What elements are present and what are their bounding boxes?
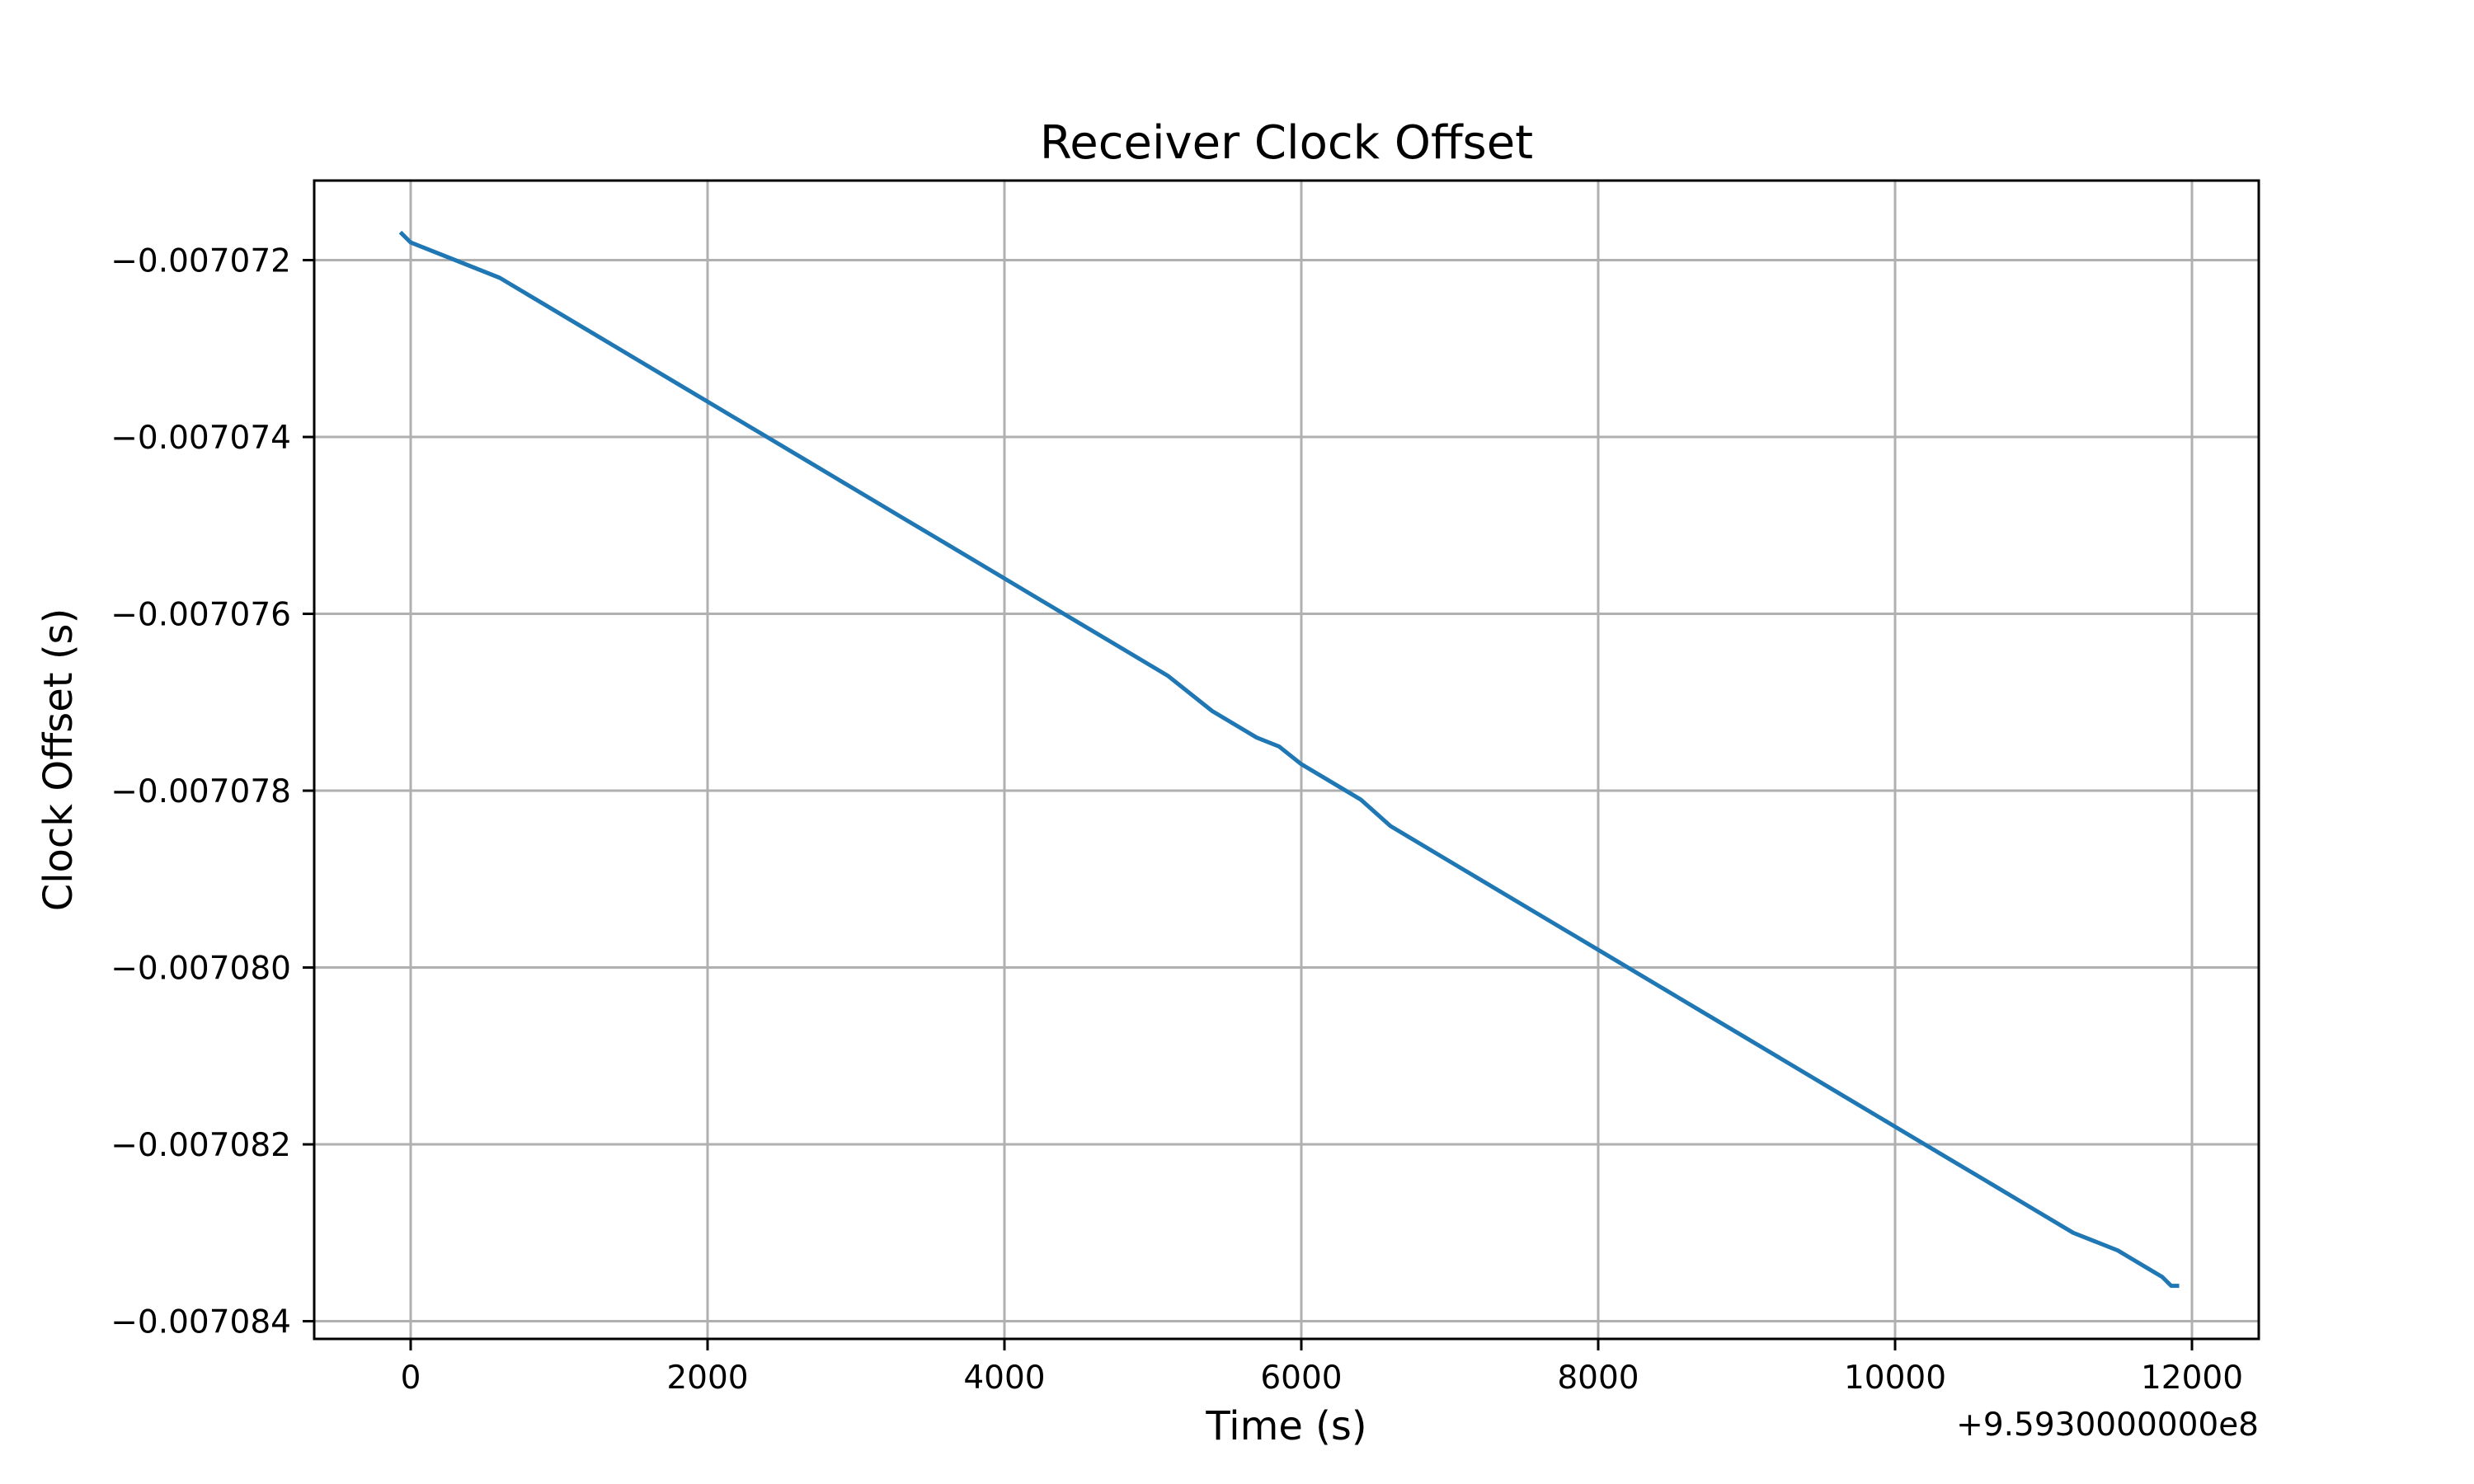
y-tick-label: −0.007072: [111, 243, 291, 280]
y-tick-label: −0.007078: [111, 773, 291, 810]
y-axis-label: Clock Offset (s): [35, 608, 82, 912]
plot-frame: [313, 179, 2260, 1341]
x-tick-label: 0: [401, 1360, 421, 1397]
y-tick-label: −0.007076: [111, 597, 291, 634]
y-tick-label: −0.007074: [111, 420, 291, 457]
x-tick-label: 2000: [666, 1360, 748, 1397]
x-tick-label: 4000: [963, 1360, 1045, 1397]
x-tick-label: 10000: [1844, 1360, 1946, 1397]
series-layer: [398, 230, 2180, 1289]
x-axis-offset-label: +9.5930000000e8: [1956, 1407, 2259, 1444]
series-line: [398, 230, 2180, 1289]
x-tick-label: 8000: [1557, 1360, 1639, 1397]
y-axis-ticks: −0.007072 −0.007074 −0.007076 −0.007078 −0.0…: [111, 243, 314, 1341]
x-grid: [409, 181, 2194, 1339]
x-axis-ticks: 0 2000 4000 6000 8000 10000 12000: [401, 1339, 2243, 1397]
y-tick-label: −0.007082: [111, 1127, 291, 1164]
y-tick-label: −0.007084: [111, 1304, 291, 1341]
chart-title: Receiver Clock Offset: [1040, 116, 1533, 170]
x-tick-label: 6000: [1260, 1360, 1342, 1397]
y-tick-label: −0.007080: [111, 951, 291, 988]
x-tick-label: 12000: [2141, 1360, 2243, 1397]
y-grid: [314, 259, 2259, 1323]
x-axis-label: Time (s): [1205, 1403, 1366, 1449]
